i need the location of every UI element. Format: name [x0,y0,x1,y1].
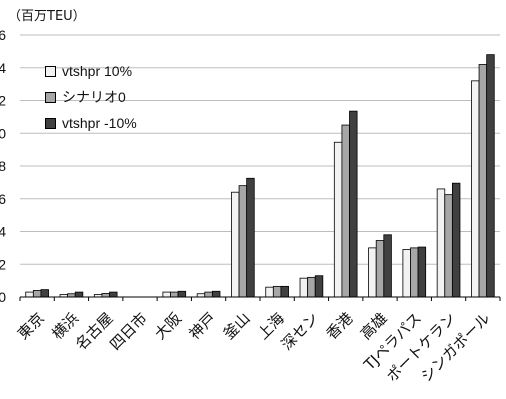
bar [74,291,84,298]
bar [204,291,213,298]
bar [109,291,118,298]
bar [170,291,179,298]
unit-label: （百万TEU） [8,9,86,24]
bar [272,285,282,298]
y-tick-label: 2 [0,93,6,109]
bar [383,234,392,298]
legend-item: シナリオ0 [45,84,137,110]
legend: vtshpr 10% シナリオ0 vtshpr -10% [45,58,137,136]
bar [265,286,274,298]
y-tick-label: 0 [0,125,6,141]
legend-swatch [45,65,56,77]
x-tick-label: 東京 [14,309,48,343]
bar [375,240,385,298]
bar [349,110,358,298]
bar [162,291,171,298]
x-tick-label: 深セン [278,309,323,354]
bar [436,188,446,298]
gridlines [20,34,500,265]
bar [410,247,419,298]
bar [280,285,289,298]
bar [402,249,411,298]
bar [314,275,324,298]
y-tick-label: 0 [0,289,6,305]
bar [451,182,461,298]
bar [486,54,495,298]
legend-label: シナリオ0 [62,89,126,105]
legend-label: vtshpr -10% [62,115,137,131]
bar [32,290,42,298]
bar [238,185,248,298]
legend-item: vtshpr -10% [45,110,137,136]
x-tick-label: 名古屋 [72,309,117,354]
bar [211,290,221,298]
bar [231,191,240,298]
y-tick-label: 2 [0,256,6,272]
y-tick-label: 6 [0,27,6,43]
bar [101,292,110,298]
bar [25,291,34,298]
bar [40,289,49,298]
legend-item: vtshpr 10% [45,58,137,84]
bar [478,64,488,298]
bar [333,141,343,298]
x-tick-label: 四日市 [106,309,151,354]
y-tick-label: 8 [0,158,6,174]
x-tick-label: 香港 [323,309,357,343]
legend-label: vtshpr 10% [62,63,133,79]
bar [368,247,377,298]
bar [307,276,316,298]
y-axis-ticks: 0 2 4 6 8 0 2 4 6 [0,27,6,305]
bar [444,194,453,298]
bar [471,80,480,298]
y-tick-label: 4 [0,224,6,240]
bar [341,124,350,298]
x-tick-label: 神戸 [185,309,219,343]
x-tick-label: 釜山 [220,309,254,343]
bar [299,277,309,298]
bars [25,54,495,298]
bar [246,177,255,298]
y-tick-label: 6 [0,191,6,207]
y-tick-label: 4 [0,60,6,76]
bar [417,246,427,298]
x-axis [19,296,501,301]
legend-swatch [45,91,56,103]
x-tick-label: 大阪 [151,309,185,343]
legend-swatch [45,117,56,129]
bar [177,290,187,298]
